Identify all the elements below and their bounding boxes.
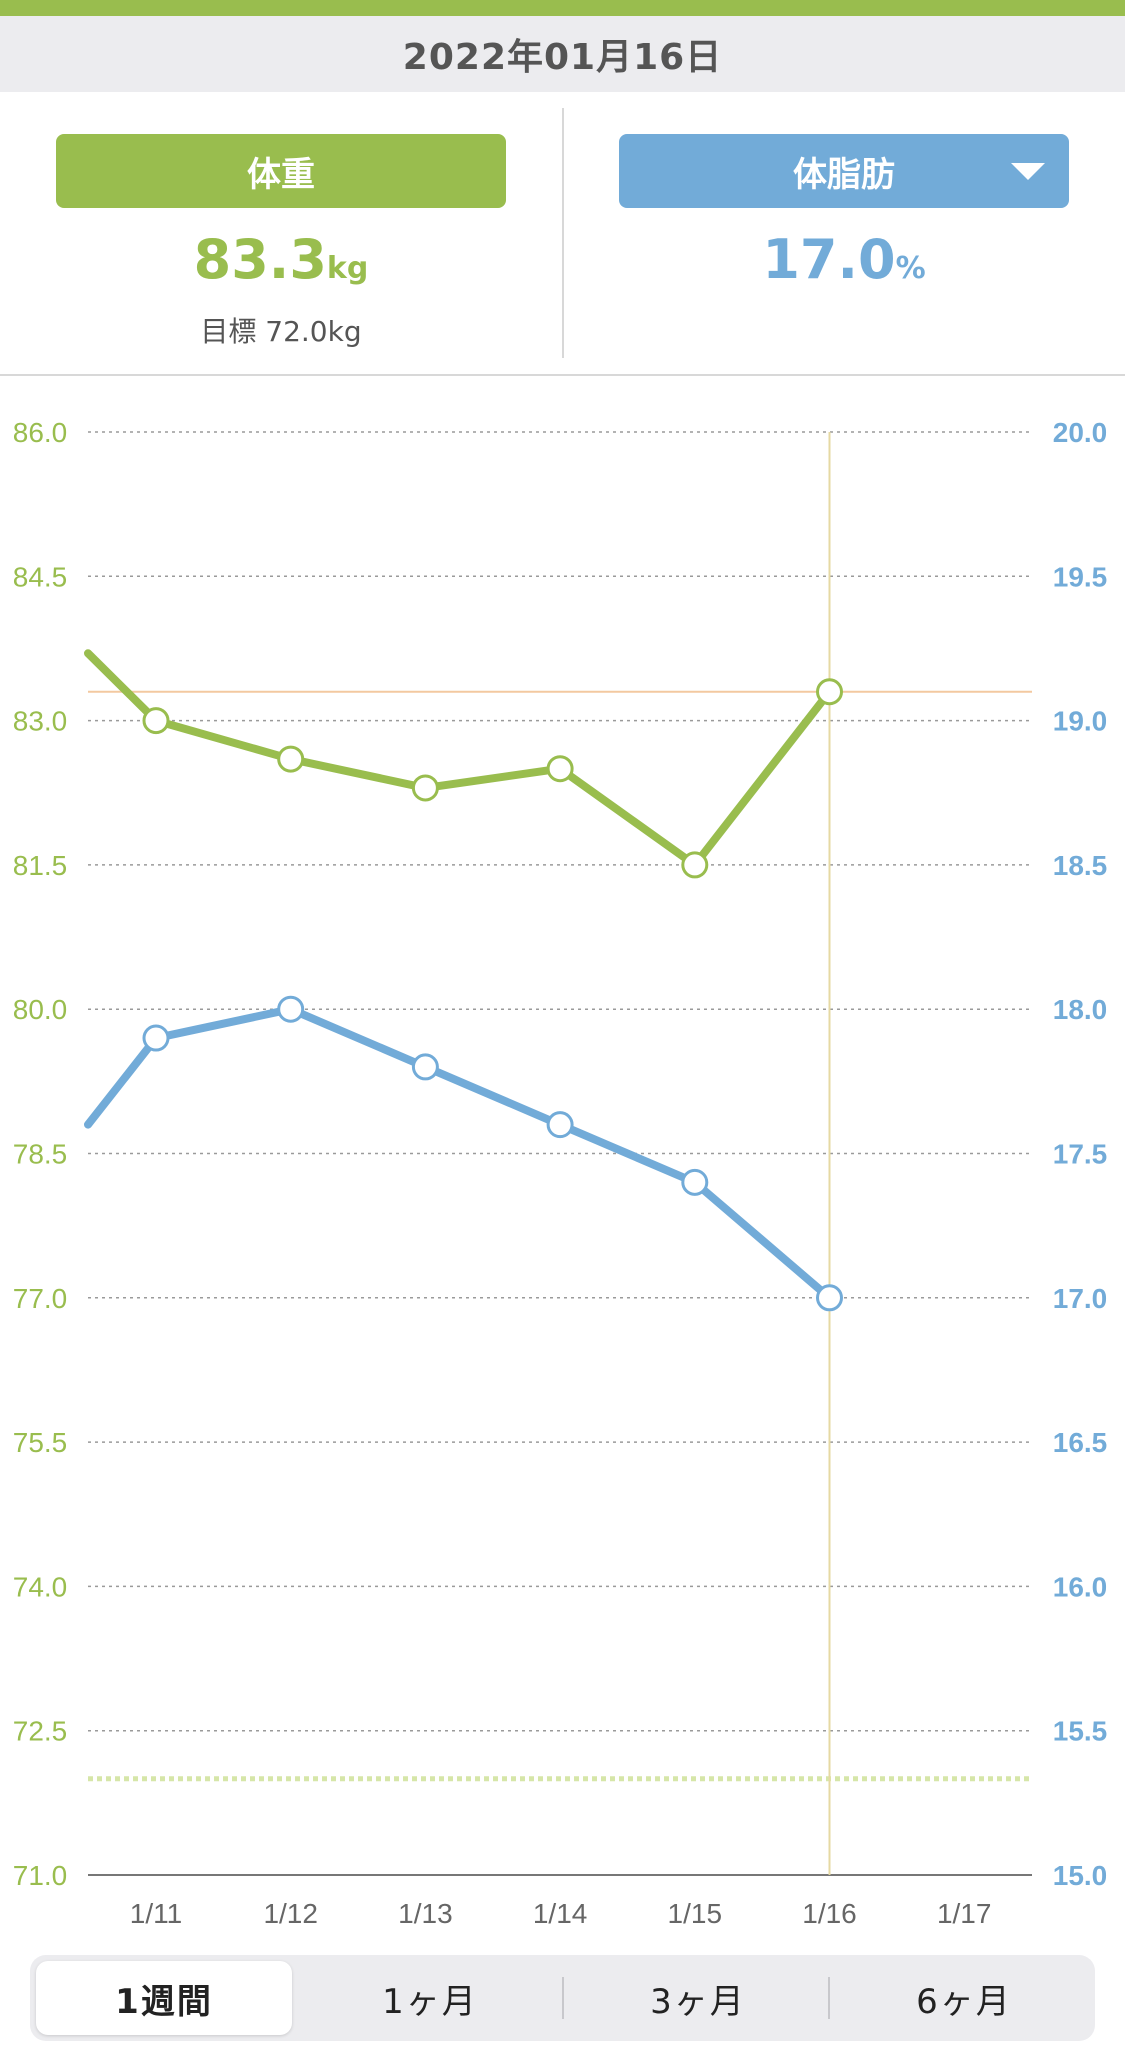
x-tick-label: 1/12: [263, 1898, 318, 1929]
y-right-tick-label: 15.5: [1053, 1716, 1108, 1747]
top-accent-bar: [0, 0, 1125, 16]
x-tick-label: 1/11: [130, 1898, 182, 1929]
weight-data-point: [546, 755, 574, 783]
weight-unit: kg: [326, 251, 369, 286]
y-right-tick-label: 18.0: [1053, 994, 1108, 1025]
body-fat-data-point: [681, 1168, 709, 1196]
weight-panel: 体重 83.3kg 目標 72.0kg: [0, 92, 562, 374]
tab-6-months[interactable]: 6ヶ月: [836, 1961, 1092, 2035]
body-fat-button-label: 体脂肪: [793, 155, 895, 194]
weight-data-point: [681, 851, 709, 879]
y-left-tick-label: 84.5: [13, 561, 68, 592]
y-right-tick-label: 19.5: [1053, 561, 1108, 592]
date-header: 2022年01月16日: [0, 16, 1125, 92]
period-selector: 1週間 1ヶ月 3ヶ月 6ヶ月: [30, 1955, 1095, 2041]
weight-button[interactable]: 体重: [56, 134, 506, 208]
weight-data-point: [142, 707, 170, 735]
body-fat-data-point: [546, 1111, 574, 1139]
weight-number: 83.3: [193, 228, 327, 291]
body-fat-data-point: [142, 1024, 170, 1052]
tab-1-month-label: 1ヶ月: [382, 1981, 478, 2022]
x-tick-label: 1/15: [668, 1898, 723, 1929]
y-right-tick-label: 17.5: [1053, 1139, 1108, 1170]
weight-goal: 目標 72.0kg: [0, 310, 562, 350]
tab-1-week-label: 1週間: [115, 1981, 213, 2022]
weight-series-line: [84, 649, 834, 869]
weight-data-point: [816, 678, 843, 706]
y-left-tick-label: 86.0: [13, 417, 68, 448]
tab-1-week[interactable]: 1週間: [36, 1961, 292, 2035]
goal-label: 目標: [200, 315, 257, 348]
body-fat-data-point: [816, 1284, 843, 1312]
tab-3-months[interactable]: 3ヶ月: [570, 1961, 826, 2035]
body-fat-value: 17.0%: [563, 228, 1125, 291]
y-right-tick-label: 20.0: [1053, 417, 1108, 448]
body-fat-data-point: [277, 995, 305, 1023]
y-left-tick-label: 77.0: [13, 1283, 68, 1314]
y-right-tick-label: 15.0: [1053, 1860, 1108, 1891]
weight-value: 83.3kg: [0, 228, 562, 291]
y-left-tick-label: 72.5: [13, 1716, 68, 1747]
y-left-tick-label: 75.5: [13, 1427, 68, 1458]
panel-divider: [562, 108, 564, 358]
x-tick-label: 1/14: [533, 1898, 588, 1929]
body-fat-data-point: [411, 1053, 439, 1081]
x-tick-label: 1/13: [398, 1898, 453, 1929]
tab-separator: [828, 1977, 830, 2019]
y-right-tick-label: 16.5: [1053, 1427, 1108, 1458]
x-tick-label: 1/17: [937, 1898, 992, 1929]
tab-6-months-label: 6ヶ月: [916, 1981, 1012, 2022]
body-fat-number: 17.0: [762, 228, 896, 291]
y-left-tick-label: 81.5: [13, 850, 68, 881]
goal-value: 72.0kg: [265, 315, 362, 348]
tab-separator: [562, 1977, 564, 2019]
y-left-tick-label: 83.0: [13, 706, 68, 737]
weight-button-label: 体重: [247, 155, 315, 194]
weight-fat-chart[interactable]: 86.0 20.0 84.5 19.5 83.0 19.0 81.5 18.5 80.0 18.0…: [0, 376, 1125, 1936]
y-left-tick-label: 74.0: [13, 1571, 68, 1602]
y-left-tick-label: 78.5: [13, 1139, 68, 1170]
y-right-tick-label: 16.0: [1053, 1571, 1108, 1602]
chevron-down-icon: [1011, 163, 1045, 180]
y-right-tick-label: 19.0: [1053, 706, 1108, 737]
tab-1-month[interactable]: 1ヶ月: [302, 1961, 558, 2035]
body-fat-unit: %: [895, 251, 926, 286]
tab-3-months-label: 3ヶ月: [650, 1981, 746, 2022]
weight-data-point: [411, 774, 439, 802]
y-left-tick-label: 80.0: [13, 994, 68, 1025]
x-tick-label: 1/16: [802, 1898, 857, 1929]
y-left-tick-label: 71.0: [13, 1860, 68, 1891]
y-right-tick-label: 17.0: [1053, 1283, 1108, 1314]
header-divider: [0, 374, 1125, 376]
weight-data-point: [277, 745, 305, 773]
body-fat-dropdown[interactable]: 体脂肪: [619, 134, 1069, 208]
fat-panel: 体脂肪 17.0%: [563, 92, 1125, 374]
y-right-tick-label: 18.5: [1053, 850, 1108, 881]
date-label: 2022年01月16日: [402, 37, 723, 78]
